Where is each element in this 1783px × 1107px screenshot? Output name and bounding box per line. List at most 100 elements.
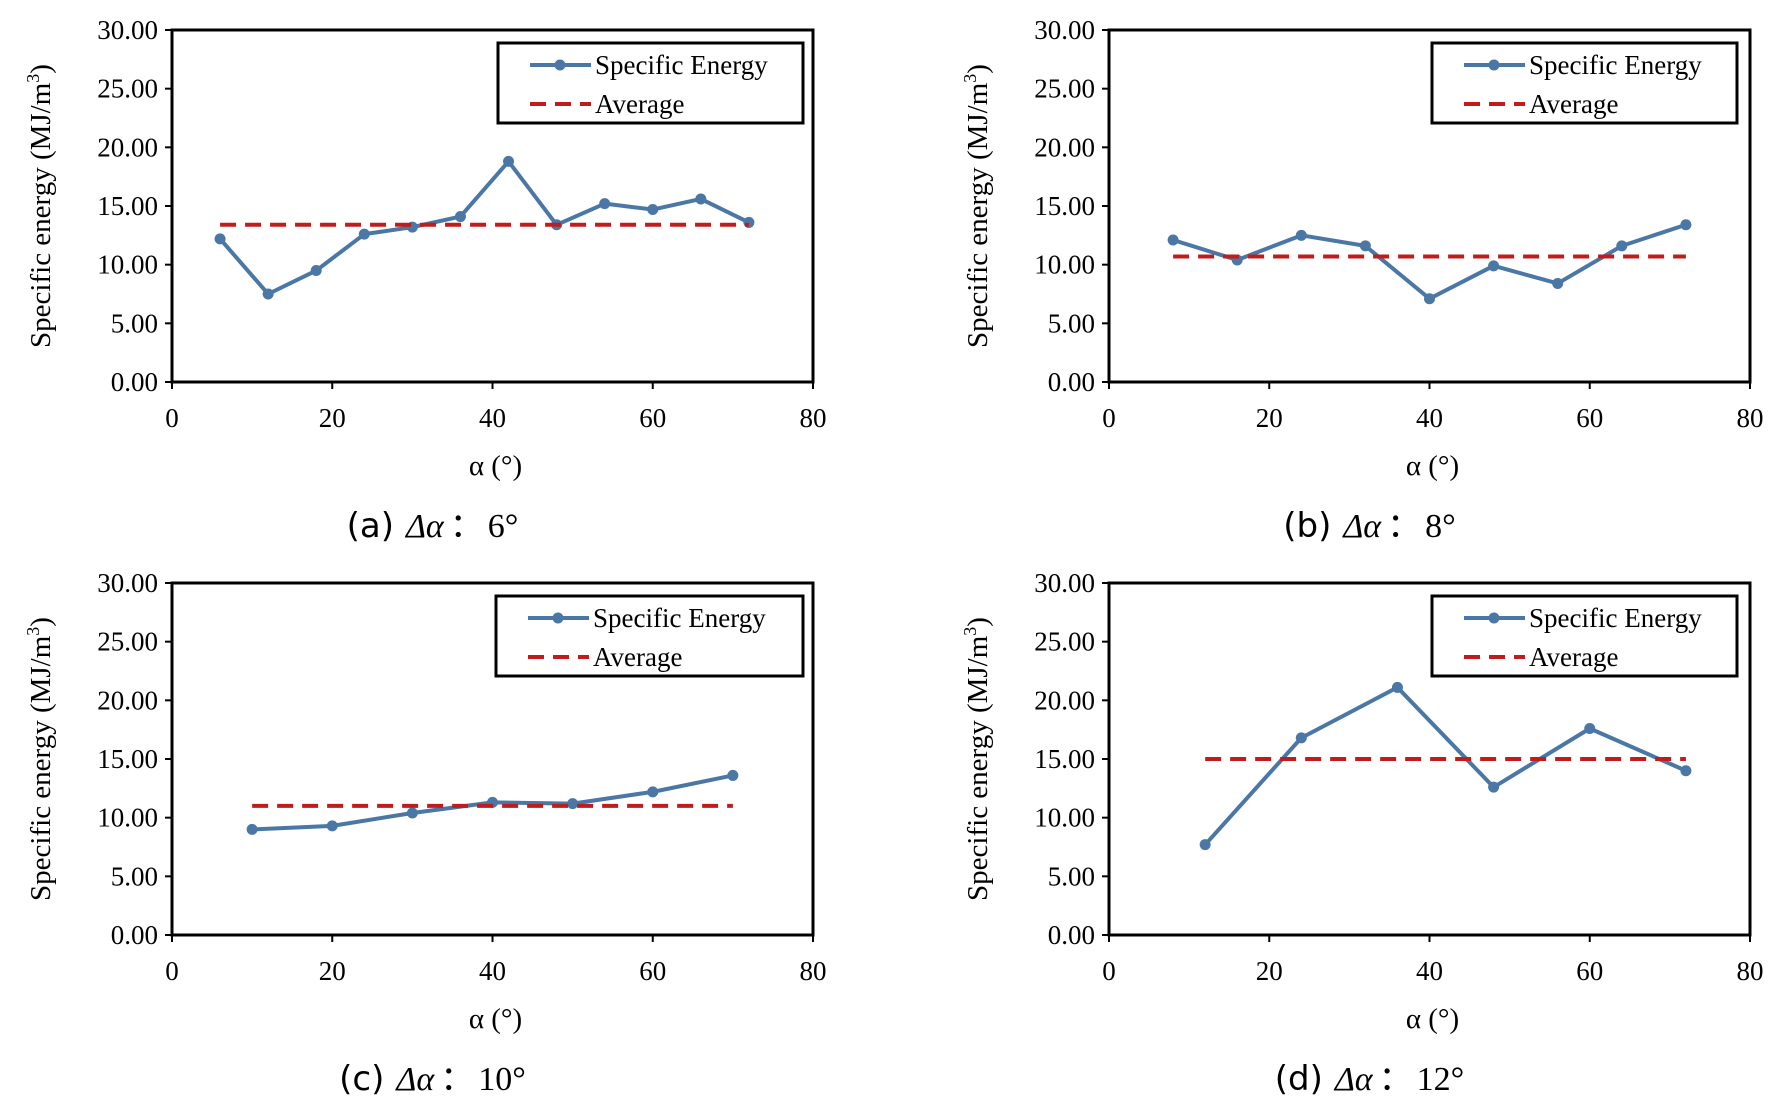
y-axis-title-superscript: 3 bbox=[960, 627, 980, 636]
x-tick-label: 0 bbox=[1102, 403, 1116, 433]
x-axis-title: α (°) bbox=[1406, 1003, 1459, 1035]
x-tick-label: 40 bbox=[1416, 403, 1443, 433]
specific-energy-point bbox=[1391, 681, 1403, 693]
chart-panel: 0.00 5.00 10.00 15.00 20.00 25.00 30.00 0 20 40 60… bbox=[960, 15, 1764, 546]
y-tick-label: 15.00 bbox=[97, 744, 158, 774]
y-tick-label: 10.00 bbox=[97, 250, 158, 280]
x-tick-label: 20 bbox=[1256, 403, 1283, 433]
caption-symbol: Δα bbox=[394, 1061, 435, 1098]
x-tick-label: 60 bbox=[1576, 956, 1603, 986]
y-axis-title-main: Specific energy (MJ/m bbox=[25, 635, 57, 901]
chart-panel: 0.00 5.00 10.00 15.00 20.00 25.00 30.00 0 20 40 60… bbox=[960, 568, 1764, 1099]
y-axis-title-close: ) bbox=[962, 617, 994, 627]
y-tick-label: 10.00 bbox=[1034, 803, 1095, 833]
specific-energy-point bbox=[1680, 219, 1692, 231]
x-tick-label: 60 bbox=[639, 403, 666, 433]
chart-panel: 0.00 5.00 10.00 15.00 20.00 25.00 30.00 0 20 40 60… bbox=[23, 15, 827, 546]
specific-energy-point bbox=[695, 193, 707, 205]
legend-box bbox=[1430, 594, 1739, 678]
y-tick-label: 5.00 bbox=[111, 308, 158, 338]
legend-specific-energy-marker bbox=[554, 59, 566, 71]
specific-energy-point bbox=[1552, 277, 1564, 289]
specific-energy-point bbox=[1488, 781, 1500, 793]
y-tick-label: 30.00 bbox=[97, 15, 158, 45]
legend: Specific Energy Average bbox=[494, 594, 805, 678]
y-axis-title: Specific energy (MJ/m3) bbox=[960, 64, 994, 348]
x-axis-title: α (°) bbox=[469, 1003, 522, 1035]
legend-specific-energy-marker bbox=[1488, 612, 1500, 624]
specific-energy-point bbox=[214, 233, 226, 245]
x-tick-label: 80 bbox=[800, 956, 827, 986]
specific-energy-point bbox=[358, 228, 370, 240]
caption-value: 10° bbox=[478, 1061, 526, 1098]
caption-separator: ： bbox=[1379, 1059, 1413, 1099]
caption-separator: ： bbox=[440, 1059, 474, 1099]
y-tick-label: 15.00 bbox=[1034, 744, 1095, 774]
legend-specific-energy-label: Specific Energy bbox=[593, 603, 766, 633]
specific-energy-point bbox=[1584, 722, 1596, 734]
specific-energy-point bbox=[1359, 240, 1371, 252]
y-tick-label: 30.00 bbox=[97, 568, 158, 598]
specific-energy-point bbox=[406, 807, 418, 819]
y-tick-label: 10.00 bbox=[97, 803, 158, 833]
chart-panel: 0.00 5.00 10.00 15.00 20.00 25.00 30.00 0 20 40 60… bbox=[23, 568, 827, 1099]
legend-specific-energy-label: Specific Energy bbox=[1529, 603, 1702, 633]
caption-value: 12° bbox=[1417, 1061, 1465, 1098]
specific-energy-point bbox=[246, 823, 258, 835]
y-axis-title: Specific energy (MJ/m3) bbox=[23, 617, 57, 901]
caption-label: (b) bbox=[1283, 506, 1331, 546]
specific-energy-point bbox=[1199, 839, 1211, 851]
y-tick-label: 0.00 bbox=[1048, 367, 1095, 397]
x-tick-label: 80 bbox=[800, 403, 827, 433]
caption-label: (c) bbox=[339, 1059, 384, 1099]
legend: Specific Energy Average bbox=[1430, 594, 1739, 678]
specific-energy-point bbox=[310, 265, 322, 277]
caption-separator: ： bbox=[1387, 506, 1421, 546]
y-axis-title-main: Specific energy (MJ/m bbox=[25, 82, 57, 348]
y-tick-label: 20.00 bbox=[97, 685, 158, 715]
x-tick-label: 0 bbox=[165, 956, 179, 986]
y-axis-title-superscript: 3 bbox=[960, 74, 980, 83]
legend-box bbox=[1430, 41, 1739, 125]
caption-separator: ： bbox=[450, 506, 484, 546]
caption-symbol: Δα bbox=[1341, 508, 1382, 545]
y-tick-label: 15.00 bbox=[97, 191, 158, 221]
y-axis-title-main: Specific energy (MJ/m bbox=[962, 82, 994, 348]
y-tick-label: 15.00 bbox=[1034, 191, 1095, 221]
y-axis-title-main: Specific energy (MJ/m bbox=[962, 635, 994, 901]
specific-energy-point bbox=[599, 198, 611, 210]
legend: Specific Energy Average bbox=[496, 41, 805, 125]
x-axis-title: α (°) bbox=[1406, 450, 1459, 482]
specific-energy-line bbox=[1172, 222, 1687, 301]
x-tick-label: 40 bbox=[1416, 956, 1443, 986]
specific-energy-point bbox=[1488, 260, 1500, 272]
x-tick-label: 20 bbox=[319, 403, 346, 433]
y-tick-label: 25.00 bbox=[1034, 627, 1095, 657]
y-tick-label: 0.00 bbox=[111, 367, 158, 397]
specific-energy-point bbox=[1680, 765, 1692, 777]
caption-value: 6° bbox=[488, 508, 519, 545]
y-tick-label: 20.00 bbox=[97, 132, 158, 162]
specific-energy-point bbox=[647, 786, 659, 798]
y-axis-title-superscript: 3 bbox=[23, 627, 43, 636]
x-tick-label: 80 bbox=[1737, 956, 1764, 986]
x-tick-label: 20 bbox=[319, 956, 346, 986]
specific-energy-point bbox=[326, 820, 338, 832]
specific-energy-line bbox=[1203, 685, 1687, 846]
legend: Specific Energy Average bbox=[1430, 41, 1739, 125]
specific-energy-point bbox=[262, 288, 274, 300]
y-tick-label: 25.00 bbox=[97, 74, 158, 104]
specific-energy-point bbox=[1295, 229, 1307, 241]
y-tick-label: 5.00 bbox=[1048, 861, 1095, 891]
specific-energy-point bbox=[1295, 732, 1307, 744]
y-axis-title-close: ) bbox=[25, 617, 57, 627]
panel-caption: (c) Δα： 10° bbox=[339, 1059, 526, 1099]
specific-energy-point bbox=[1616, 240, 1628, 252]
y-axis-title-superscript: 3 bbox=[23, 74, 43, 83]
y-axis-title: Specific energy (MJ/m3) bbox=[960, 617, 994, 901]
x-tick-label: 0 bbox=[1102, 956, 1116, 986]
specific-energy-point bbox=[1167, 234, 1179, 246]
x-tick-label: 0 bbox=[165, 403, 179, 433]
legend-specific-energy-marker bbox=[552, 612, 564, 624]
